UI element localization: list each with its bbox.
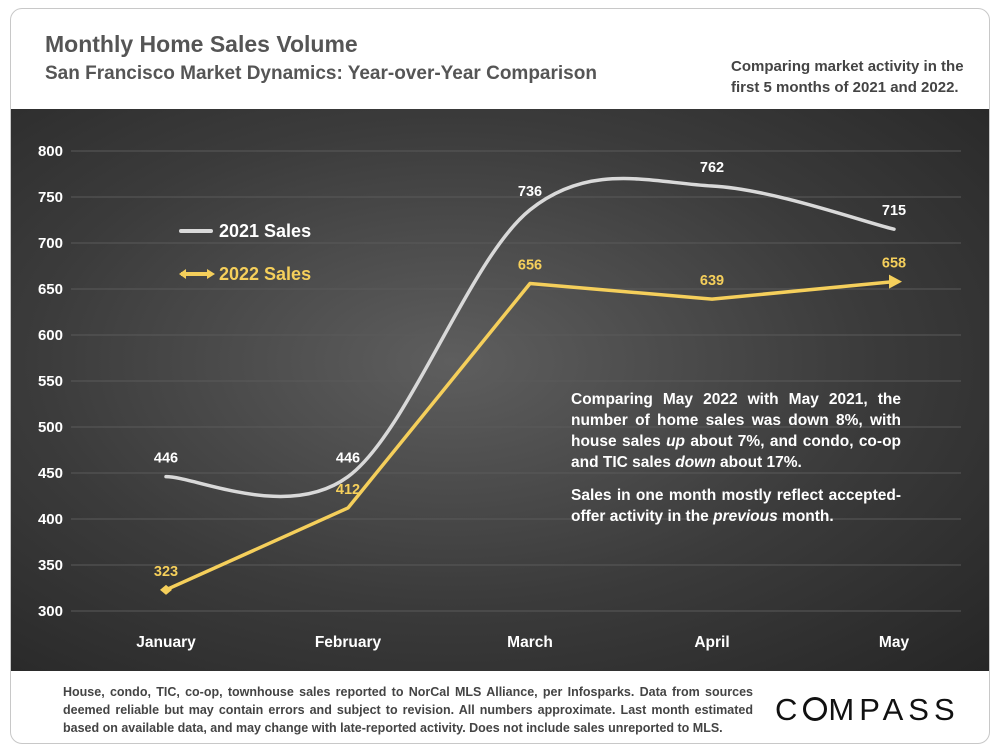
page-subtitle: San Francisco Market Dynamics: Year-over… bbox=[45, 63, 597, 84]
legend: 2021 Sales 2022 Sales bbox=[179, 221, 311, 284]
legend-label-2022: 2022 Sales bbox=[219, 264, 311, 284]
data-label: 412 bbox=[336, 482, 360, 498]
y-tick-label: 550 bbox=[38, 373, 63, 390]
series-line-2022 bbox=[164, 279, 896, 592]
data-label: 639 bbox=[700, 273, 724, 289]
data-label: 736 bbox=[518, 184, 542, 200]
y-tick-label: 700 bbox=[38, 235, 63, 252]
annotation-paragraph-1: Comparing May 2022 with May 2021, the nu… bbox=[571, 391, 902, 471]
series-2022-end-marker bbox=[889, 274, 902, 289]
y-tick-label: 750 bbox=[38, 189, 63, 206]
series-lines bbox=[160, 176, 902, 595]
y-tick-label: 350 bbox=[38, 557, 63, 574]
y-axis: 300 350 400 450 500 550 600 650 700 750 800 bbox=[38, 143, 961, 620]
y-tick-label: 400 bbox=[38, 511, 63, 528]
chart-card: Monthly Home Sales Volume San Francisco … bbox=[10, 8, 990, 744]
data-label: 323 bbox=[154, 564, 178, 580]
x-tick-label: May bbox=[879, 634, 910, 651]
plot-area: 300 350 400 450 500 550 600 650 700 750 800 Januar… bbox=[11, 109, 989, 671]
y-tick-label: 500 bbox=[38, 419, 63, 436]
y-tick-label: 650 bbox=[38, 281, 63, 298]
legend-arrow-left bbox=[179, 269, 186, 279]
x-axis: January February March April May bbox=[136, 634, 909, 651]
page-title: Monthly Home Sales Volume bbox=[45, 31, 358, 57]
logo-o-circle bbox=[803, 697, 828, 721]
annotation-paragraph-2: Sales in one month mostly reflect accept… bbox=[571, 487, 901, 525]
line-chart: 300 350 400 450 500 550 600 650 700 750 800 Januar… bbox=[38, 143, 961, 651]
x-tick-label: March bbox=[507, 634, 553, 651]
legend-arrow-right bbox=[207, 269, 215, 279]
series-2022-start-marker bbox=[160, 584, 172, 595]
series-line-2021 bbox=[164, 176, 896, 499]
x-tick-label: April bbox=[694, 634, 729, 651]
annotation-box: Comparing May 2022 with May 2021, the nu… bbox=[571, 389, 901, 539]
data-labels: 446 446 736 762 715 323 412 656 639 658 bbox=[154, 160, 906, 580]
y-tick-label: 450 bbox=[38, 465, 63, 482]
header-note: Comparing market activity in the first 5… bbox=[731, 58, 964, 96]
legend-label-2021: 2021 Sales bbox=[219, 221, 311, 241]
data-label: 658 bbox=[882, 256, 906, 272]
data-label: 446 bbox=[336, 451, 360, 467]
data-label: 656 bbox=[518, 257, 542, 273]
x-tick-label: February bbox=[315, 634, 382, 651]
data-label: 762 bbox=[700, 160, 724, 176]
y-tick-label: 800 bbox=[38, 143, 63, 160]
x-tick-label: January bbox=[136, 634, 196, 651]
data-label: 715 bbox=[882, 203, 906, 219]
compass-logo: C MPASS bbox=[775, 692, 960, 727]
data-label: 446 bbox=[154, 451, 178, 467]
footer-disclaimer: House, condo, TIC, co-op, townhouse sale… bbox=[63, 685, 753, 735]
y-tick-label: 600 bbox=[38, 327, 63, 344]
y-tick-label: 300 bbox=[38, 603, 63, 620]
